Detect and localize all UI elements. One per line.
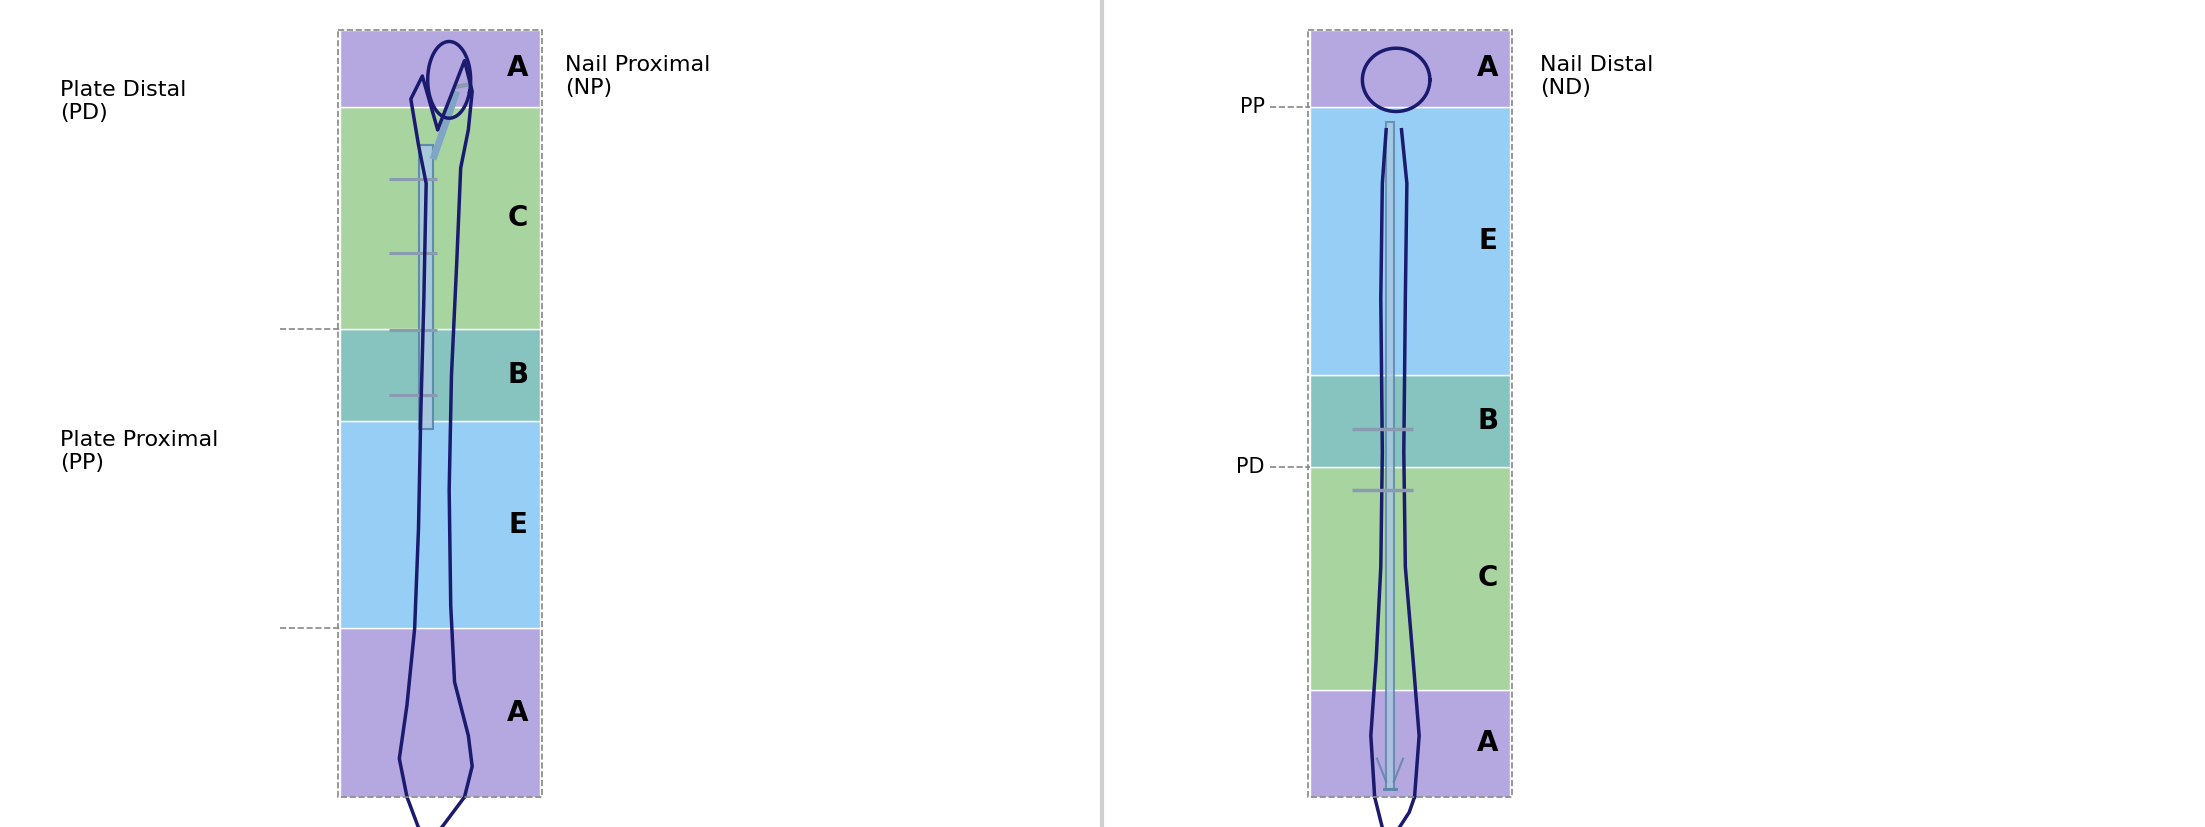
Text: Plate Proximal
(PP): Plate Proximal (PP) <box>60 430 218 473</box>
Text: A: A <box>1477 729 1499 758</box>
Bar <box>340 629 540 797</box>
Bar <box>1310 375 1510 467</box>
Text: E: E <box>509 511 527 538</box>
Text: A: A <box>507 55 529 83</box>
Bar <box>1387 122 1394 789</box>
Text: Plate Distal
(PD): Plate Distal (PD) <box>60 80 187 123</box>
Bar <box>340 107 540 329</box>
Bar <box>1310 467 1510 690</box>
Text: PP: PP <box>1239 97 1266 117</box>
Text: A: A <box>1477 55 1499 83</box>
Bar <box>1308 30 1513 797</box>
Bar <box>1310 30 1510 107</box>
Text: A: A <box>507 699 529 727</box>
Bar <box>419 145 432 429</box>
Text: C: C <box>1477 564 1497 592</box>
Bar <box>1310 107 1510 375</box>
Text: E: E <box>1480 227 1497 255</box>
Text: B: B <box>507 361 529 390</box>
Bar <box>340 30 540 107</box>
Text: B: B <box>1477 407 1499 435</box>
Text: PD: PD <box>1237 457 1266 477</box>
Bar <box>340 421 540 629</box>
Text: C: C <box>507 204 529 232</box>
Bar <box>1310 690 1510 797</box>
Text: Nail Distal
(ND): Nail Distal (ND) <box>1539 55 1654 98</box>
Bar <box>337 30 542 797</box>
Text: Nail Proximal
(NP): Nail Proximal (NP) <box>564 55 710 98</box>
Bar <box>340 329 540 421</box>
